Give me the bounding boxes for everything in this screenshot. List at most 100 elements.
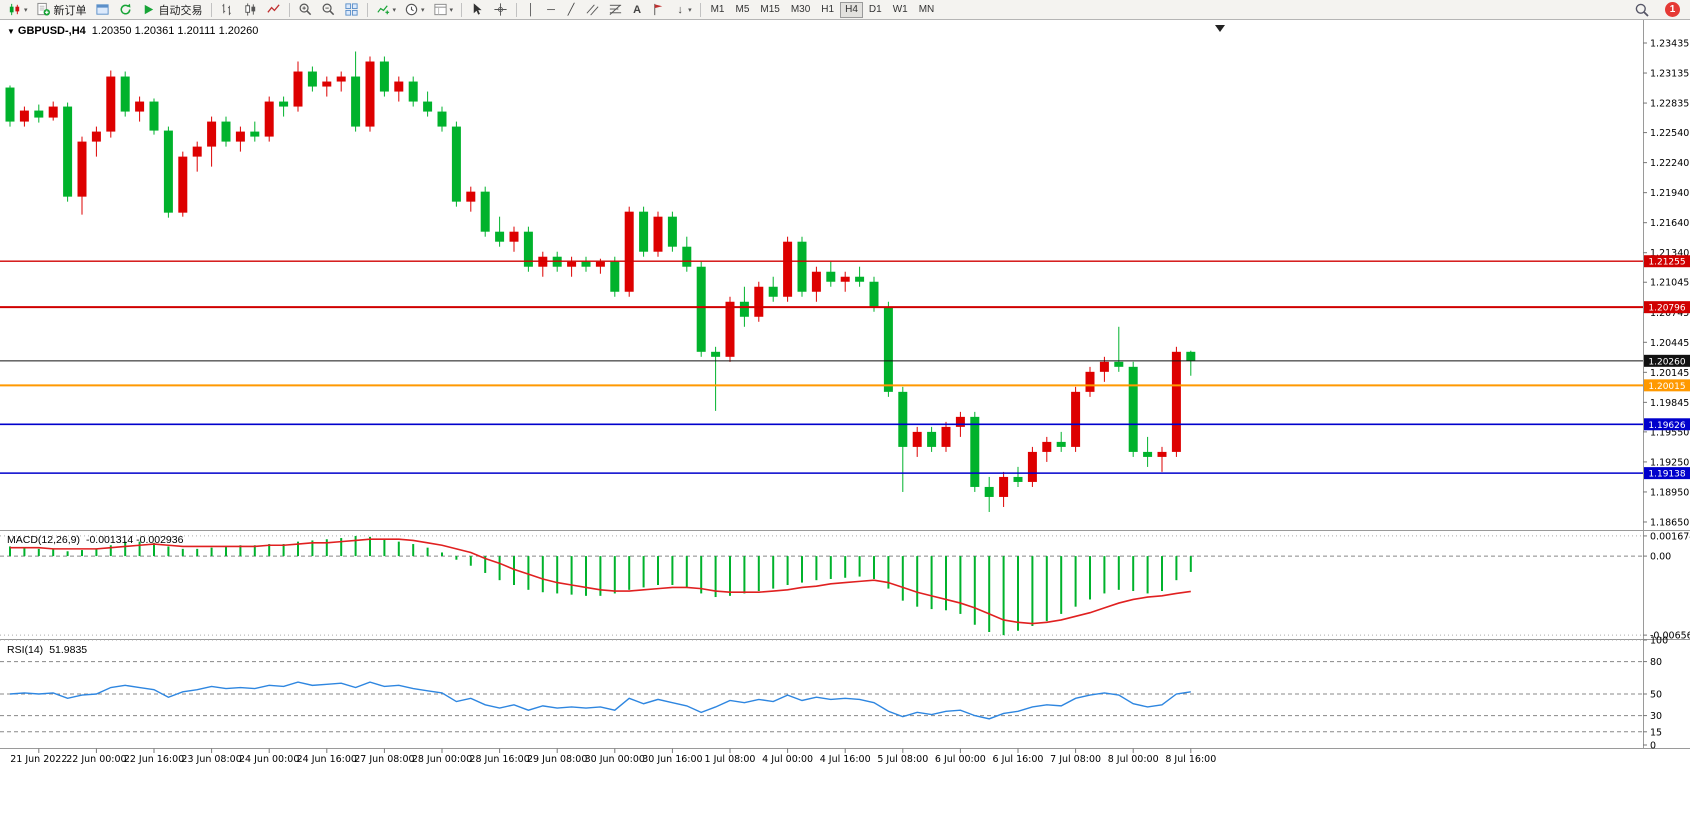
timeframe-w1[interactable]: W1 [888, 2, 913, 18]
refresh-button[interactable] [115, 1, 136, 19]
candle-body [466, 191, 476, 202]
candle-body [106, 76, 116, 132]
candlestick-chart-type-button[interactable] [240, 1, 261, 19]
svg-text:21 Jun 2022: 21 Jun 2022 [10, 754, 67, 765]
candle-body [912, 431, 922, 447]
timeframe-h4[interactable]: H4 [840, 1, 863, 18]
periods-button[interactable]: ▾ [401, 1, 428, 19]
candle-body [984, 486, 994, 497]
svg-text:0.00: 0.00 [1650, 552, 1671, 563]
window-icon [95, 2, 110, 17]
symbol-dropdown-icon[interactable]: ▼ [7, 27, 15, 36]
candle-body [379, 61, 389, 92]
candle-body [63, 106, 73, 197]
zoom-out-button[interactable] [318, 1, 339, 19]
notification-badge[interactable]: 1 [1665, 2, 1680, 17]
fibonacci-button[interactable] [605, 1, 626, 19]
svg-text:1.21640: 1.21640 [1650, 218, 1689, 229]
vertical-line-button[interactable]: │ [522, 1, 540, 19]
candle-body [1186, 351, 1196, 361]
new-chart-button[interactable]: ▾ [4, 1, 31, 19]
horizontal-line-button[interactable]: ─ [542, 1, 560, 19]
timeframe-m1[interactable]: M1 [706, 2, 730, 18]
search-button[interactable] [1631, 1, 1653, 19]
price-tag-1.21255 [1644, 255, 1690, 268]
bar-chart-button[interactable] [217, 1, 238, 19]
candle-body [696, 266, 706, 352]
rsi-pane-splitter[interactable] [0, 637, 1690, 642]
svg-text:-0.00656: -0.00656 [1650, 631, 1690, 642]
candle-body [1042, 441, 1052, 452]
crosshair-icon [493, 2, 508, 17]
tile-windows-icon [344, 2, 359, 17]
clock-icon [404, 2, 419, 17]
cursor-icon [470, 2, 485, 17]
candle-body [1114, 361, 1124, 367]
timeframe-mn[interactable]: MN [914, 2, 940, 18]
candle-body [1071, 391, 1081, 447]
candle-body [293, 71, 303, 107]
svg-text:4 Jul 16:00: 4 Jul 16:00 [820, 754, 871, 765]
indicators-button[interactable]: ▾ [373, 1, 400, 19]
svg-text:30: 30 [1650, 711, 1662, 722]
candle-body [883, 306, 893, 392]
price-tag-1.19138 [1644, 467, 1690, 480]
svg-text:1.19250: 1.19250 [1650, 457, 1689, 468]
crosshair-button[interactable] [490, 1, 511, 19]
candle-body [581, 261, 591, 267]
play-icon [141, 2, 156, 17]
tile-windows-button[interactable] [341, 1, 362, 19]
line-chart-button[interactable] [263, 1, 284, 19]
timeframe-h1[interactable]: H1 [816, 2, 839, 18]
svg-text:1.20260: 1.20260 [1648, 357, 1685, 367]
svg-text:27 Jun 08:00: 27 Jun 08:00 [354, 754, 414, 765]
chevron-down-icon: ▾ [421, 6, 425, 14]
channel-button[interactable] [582, 1, 603, 19]
price-chart[interactable]: 1.23435 1.23135 1.22835 1.22540 1.22240 1.219… [0, 20, 1690, 831]
candle-body [423, 101, 433, 112]
svg-text:1.21045: 1.21045 [1650, 278, 1689, 289]
timeframe-d1[interactable]: D1 [864, 2, 887, 18]
cursor-button[interactable] [467, 1, 488, 19]
macd-pane-splitter[interactable] [0, 529, 1690, 534]
autotrading-button[interactable]: 自动交易 [138, 1, 206, 19]
svg-text:1.19138: 1.19138 [1648, 470, 1685, 480]
svg-text:1.19550: 1.19550 [1650, 427, 1689, 438]
label-button[interactable] [648, 1, 669, 19]
timeframe-m5[interactable]: M5 [730, 2, 754, 18]
arrows-button[interactable]: ↓ ▾ [671, 1, 695, 19]
candle-body [34, 110, 44, 118]
channel-icon [585, 2, 600, 17]
zoom-in-button[interactable] [295, 1, 316, 19]
candle-body [307, 71, 317, 87]
candle-body [811, 271, 821, 292]
candle-body [1171, 351, 1181, 452]
candle-body [437, 111, 447, 127]
svg-text:5 Jul 08:00: 5 Jul 08:00 [877, 754, 928, 765]
price-axis: 1.23435 1.23135 1.22835 1.22540 1.22240 1.219… [1643, 39, 1690, 752]
candle-body [1099, 361, 1109, 372]
market-watch-button[interactable] [92, 1, 113, 19]
svg-text:1.19626: 1.19626 [1648, 421, 1685, 431]
svg-text:1.23135: 1.23135 [1650, 69, 1689, 80]
new-order-button[interactable]: 新订单 [33, 1, 90, 19]
candle-body [725, 301, 735, 357]
candle-body [898, 391, 908, 447]
svg-text:50: 50 [1650, 690, 1662, 701]
svg-text:1.21340: 1.21340 [1650, 248, 1689, 259]
templates-button[interactable]: ▾ [430, 1, 457, 19]
timeframe-m15[interactable]: M15 [755, 2, 784, 18]
timeframe-m30[interactable]: M30 [786, 2, 815, 18]
candle-body [523, 231, 533, 267]
candle-body [1056, 441, 1066, 447]
trendline-button[interactable]: ╱ [562, 1, 580, 19]
candle-body [1027, 451, 1037, 482]
text-button[interactable]: A [628, 1, 646, 19]
svg-text:1.18650: 1.18650 [1650, 517, 1689, 528]
svg-text:28 Jun 00:00: 28 Jun 00:00 [412, 754, 472, 765]
chevron-down-icon: ▾ [688, 6, 692, 14]
price-tags: 1.21255 1.20796 1.20260 1.20015 1.19626 1.191… [1644, 255, 1690, 480]
candle-body [351, 76, 361, 127]
svg-text:6 Jul 16:00: 6 Jul 16:00 [993, 754, 1044, 765]
